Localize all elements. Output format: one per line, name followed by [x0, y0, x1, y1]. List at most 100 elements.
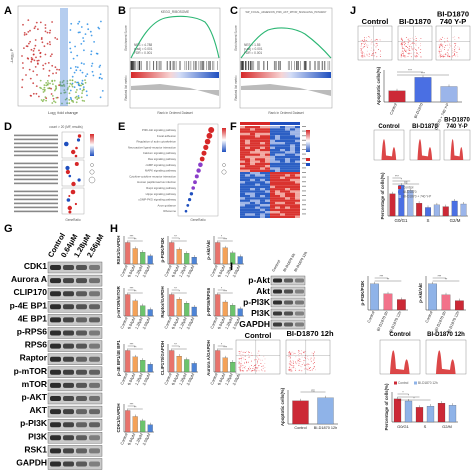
wb-i-band: [284, 278, 293, 283]
heatmap-cell: [255, 162, 260, 166]
flow-event: [413, 39, 415, 40]
flow-event: [247, 354, 249, 356]
heatmap-cell: [250, 192, 255, 195]
heatmap-cell: [260, 135, 265, 138]
bar-chart-category: 0.64μM: [217, 317, 226, 330]
flow-event: [305, 363, 307, 365]
volcano-point: [44, 24, 47, 26]
heatmap-cell: [265, 211, 270, 214]
bar-chart-category: 1.28μM: [225, 373, 234, 386]
heatmap-cell: [275, 146, 280, 149]
wb-g-band: [63, 330, 74, 336]
gsea-b-ylabel2: Ranked list metric: [124, 75, 128, 101]
heatmap-cell: [295, 201, 300, 205]
volcano-point: [34, 25, 37, 28]
volcano-point: [80, 96, 83, 99]
panel-f: F: [230, 121, 310, 218]
panel-d-dot: [76, 138, 81, 142]
heatmap-cell: [285, 130, 290, 133]
heatmap-cell: [255, 132, 260, 136]
heatmap-cell: [285, 144, 290, 147]
flow-event: [454, 39, 456, 40]
wb-g-band: [76, 343, 87, 349]
heatmap-cell: [240, 206, 245, 209]
flow-event: [371, 52, 373, 54]
volcano-point: [51, 80, 54, 83]
flow-event: [298, 355, 300, 357]
flow-event: [255, 363, 257, 365]
sig-label: ***: [223, 346, 227, 350]
panel-i-cycle-chart: ***Percentage of cells(%) G0/G1 S G2/MContr…: [384, 381, 458, 430]
heatmap-cell: [280, 181, 285, 184]
panel-e-dot: [196, 168, 201, 173]
flow-event: [258, 370, 260, 372]
volcano-point: [72, 57, 75, 60]
heatmap-cell: [245, 126, 250, 129]
heatmap-cell: [265, 155, 270, 159]
flow-event: [256, 368, 258, 370]
sig-label: ***: [408, 69, 412, 73]
heatmap-cell: [245, 158, 250, 161]
bar-chart-category: 1.28μM: [179, 265, 188, 278]
volcano-points: [21, 19, 104, 105]
heatmap-cell: [255, 144, 260, 147]
heatmap-cell: [260, 137, 265, 140]
heatmap-cell: [255, 158, 260, 161]
sig-label: ***: [130, 403, 134, 407]
volcano-point: [54, 37, 57, 39]
bar-chart-ylabel: Apoptotic cells(%): [376, 66, 381, 105]
bar: [451, 200, 458, 217]
panel-d-term-line: [14, 190, 58, 193]
heatmap-cell: [270, 204, 275, 207]
heatmap-group-bar: [280, 122, 285, 125]
gsea-b-stat-padj: p.adj = 0.001: [134, 47, 153, 51]
heatmap-cell: [280, 139, 285, 143]
heatmap-cell: [280, 201, 285, 205]
heatmap-cell: [260, 195, 265, 198]
panel-d-dot: [74, 154, 78, 158]
heatmap-cell: [290, 158, 295, 161]
bar: [147, 364, 153, 373]
flow-event: [402, 39, 404, 41]
flow-event: [407, 38, 409, 40]
flow-event: [413, 47, 415, 49]
flow-event: [376, 40, 378, 42]
flow-event: [290, 367, 292, 369]
flow-event: [411, 43, 413, 45]
heatmap-cell: [295, 144, 300, 147]
heatmap-cell: [270, 190, 275, 193]
flow-event: [252, 368, 254, 369]
bar-chart: ***Percentage of cells(%): [384, 383, 458, 430]
volcano-point: [87, 28, 90, 31]
heatmap-cell: [280, 213, 285, 216]
heatmap-cell: [255, 192, 260, 195]
gsea-b-ranked-metric: [131, 84, 219, 96]
volcano-point: [90, 65, 93, 67]
heatmap-cell: [285, 211, 290, 214]
flow-event: [300, 365, 302, 367]
volcano-point: [31, 58, 34, 60]
heatmap-cell: [245, 206, 250, 209]
bar: [441, 294, 451, 311]
sig-label: ns: [404, 181, 408, 185]
flow-event: [363, 53, 365, 55]
heatmap-gene-label: [302, 139, 306, 141]
volcano-point: [42, 88, 44, 91]
flow-event: [401, 47, 403, 49]
heatmap-cell: [280, 142, 285, 145]
heatmap-cell: [290, 167, 295, 170]
wb-g-band: [63, 278, 74, 284]
bar-chart-ylabel: RSK1/GAPDH: [116, 236, 121, 265]
flow-event: [411, 46, 413, 48]
flow-event: [408, 48, 410, 50]
heatmap-cell: [250, 128, 255, 131]
heatmap-cell: [295, 153, 300, 156]
flow-event: [288, 351, 290, 353]
heatmap-cell: [275, 130, 280, 133]
flow-event: [372, 41, 373, 43]
volcano-point: [100, 20, 102, 23]
wb-g-band: [89, 369, 100, 375]
heatmap-cell: [260, 146, 265, 149]
flow-event: [360, 43, 362, 45]
